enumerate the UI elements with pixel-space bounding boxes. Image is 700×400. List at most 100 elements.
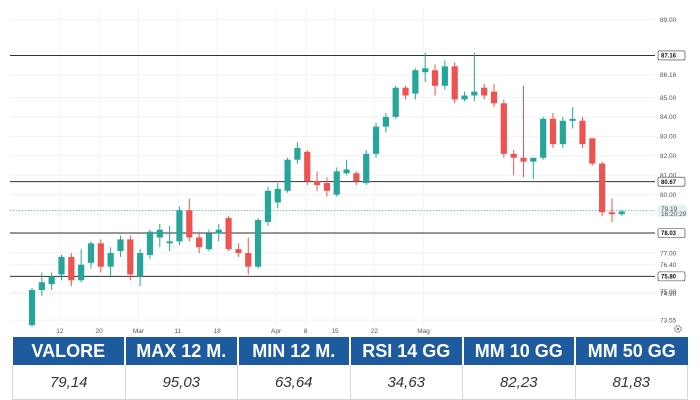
level-badge (657, 50, 686, 61)
candle-body (500, 103, 507, 154)
candle-body (510, 153, 517, 158)
candle-body (264, 190, 272, 222)
candle-body (78, 264, 85, 281)
stat-value: 34,63 (350, 365, 463, 400)
candle-body (569, 118, 576, 121)
candle-body (599, 163, 606, 213)
y-tick-label: 77.00 (660, 250, 677, 257)
candle-body (530, 157, 537, 162)
candle-body (451, 66, 458, 100)
candle-body (441, 66, 448, 86)
candle-body (323, 183, 330, 191)
candle-body (353, 173, 360, 182)
y-tick-label: 80.00 (660, 192, 677, 199)
candle-body (618, 211, 625, 215)
candle-body (304, 151, 311, 182)
level-badge (657, 228, 686, 238)
candle-body (382, 116, 389, 127)
candle-body (422, 68, 429, 73)
x-tick-label: 15 (331, 328, 339, 335)
candle-body (608, 212, 616, 215)
candle-body (28, 289, 36, 325)
y-tick-label: 82.00 (660, 153, 677, 160)
candle-body (363, 153, 370, 184)
candle-body (205, 233, 213, 250)
y-tick-label: 84.00 (660, 114, 677, 121)
stat-value: 95,03 (125, 365, 238, 400)
y-tick-label: 86.16 (660, 72, 677, 79)
current-price-time: 16:20:29 (661, 211, 687, 218)
candle-body (490, 91, 498, 104)
candle-body (431, 70, 439, 86)
candle-body (156, 229, 163, 238)
candle-body (166, 241, 173, 244)
level-label: 80.67 (661, 180, 677, 186)
stat-value: 81,83 (575, 365, 688, 400)
candle-body (392, 87, 399, 117)
candle-body (589, 138, 596, 164)
candle-body (215, 229, 222, 234)
candle-body (481, 87, 488, 96)
candle-body (579, 120, 586, 145)
x-tick-label: 20 (96, 328, 104, 335)
candle-body (235, 249, 242, 254)
candle-body (127, 239, 134, 275)
candle-body (313, 181, 321, 185)
candle-body (412, 70, 419, 94)
candle-body (343, 169, 350, 174)
candle-body (107, 253, 114, 267)
candle-body (68, 256, 75, 281)
candle-body (559, 120, 566, 145)
candle-body (284, 159, 291, 191)
level-label: 75.80 (661, 275, 677, 281)
candle-body (294, 148, 301, 160)
candle-body (97, 243, 104, 267)
stat-header: MM 10 GG (462, 337, 576, 365)
candlestick-chart: 89.00 86.16 85.00 84.00 83.00 82.00 81.00 80.00… (10, 8, 687, 335)
stat-value: 63,64 (237, 365, 351, 400)
level-label: 87.16 (661, 54, 677, 60)
y-tick-label: 83.00 (660, 134, 677, 141)
candle-body (48, 276, 55, 285)
stat-header: RSI 14 GG (350, 337, 464, 365)
y-tick-label: 81.00 (660, 173, 677, 180)
stat-header: MM 50 GG (575, 337, 688, 365)
gear-icon[interactable] (674, 325, 682, 333)
candle-body (461, 95, 468, 100)
stats-header-row: VALORE MAX 12 M. MIN 12 M. RSI 14 GG MM … (12, 337, 688, 365)
stats-table: VALORE MAX 12 M. MIN 12 M. RSI 14 GG MM … (12, 337, 688, 400)
candle-body (520, 157, 527, 162)
candle-body (186, 210, 193, 238)
y-tick-label: 74.90 (660, 291, 677, 298)
y-tick-label: 76.40 (660, 262, 677, 269)
candle-body (38, 282, 45, 290)
stat-header: MIN 12 M. (237, 337, 351, 365)
candle-body (146, 231, 154, 255)
stat-value: 79,14 (12, 365, 126, 400)
x-tick-label: Mar (133, 328, 145, 335)
candle-body (87, 243, 95, 263)
candle-body (333, 171, 340, 195)
candle-body (58, 256, 65, 275)
stat-value: 82,23 (462, 365, 576, 400)
x-tick-label: Mag (417, 328, 430, 335)
candle-body (245, 253, 252, 267)
candle-body (372, 126, 380, 154)
y-tick-label: 85.00 (660, 95, 677, 102)
level-badge (657, 271, 686, 282)
candle-body (254, 219, 262, 267)
candle-body (402, 87, 409, 96)
current-price-label: 79.19 (661, 206, 678, 213)
candle-body (274, 188, 281, 203)
candle-body (471, 91, 478, 96)
stats-value-row: 79,14 95,03 63,64 34,63 82,23 81,83 (12, 365, 688, 400)
candle-body (540, 118, 547, 158)
candle-body (196, 237, 203, 248)
level-badge (657, 176, 686, 187)
stat-header: MAX 12 M. (125, 337, 239, 365)
current-price-badge (658, 204, 686, 217)
candle-body (137, 253, 144, 277)
x-tick-label: Apr (271, 328, 282, 335)
candle-body (176, 210, 183, 242)
